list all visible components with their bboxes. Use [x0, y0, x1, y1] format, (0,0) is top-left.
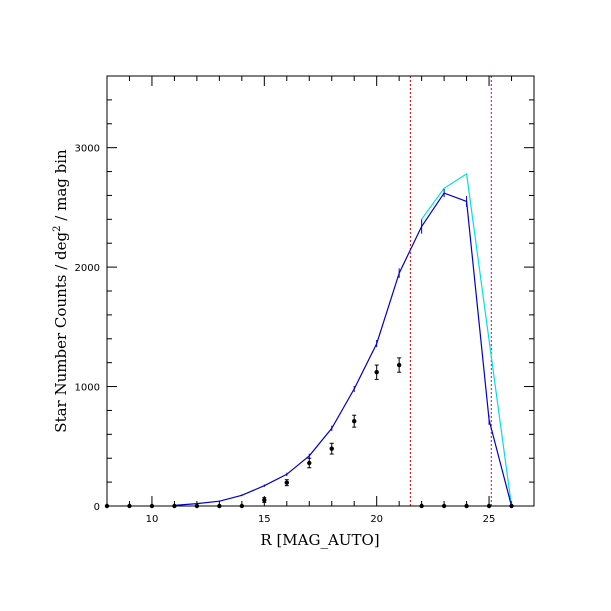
x-tick-label: 15 [258, 514, 271, 525]
plot-frame [106, 75, 535, 507]
series-line [174, 192, 513, 507]
series-line [421, 172, 513, 507]
y-axis-label-superscript: 2 [52, 225, 63, 231]
axis-tick-labels: 10 15 20 25 0 1000 2000 3000 [75, 144, 496, 525]
x-tick-label: 25 [483, 514, 496, 525]
data-point [396, 362, 402, 368]
y-tick-label: 3000 [75, 144, 100, 155]
data-point [284, 480, 289, 485]
y-tick-label: 0 [94, 502, 100, 513]
y-axis-label-main: Star Number Counts / deg [52, 231, 70, 432]
y-axis-label: Star Number Counts / deg2 / mag bin [52, 149, 70, 433]
data-point [262, 497, 267, 503]
data-point [352, 418, 357, 424]
x-tick-label: 10 [146, 514, 159, 525]
data-series [104, 172, 514, 509]
magnitude-limit-lines [409, 76, 492, 506]
y-tick-label: 1000 [75, 383, 100, 394]
data-point [329, 446, 334, 451]
data-point [374, 370, 379, 375]
y-axis-label-tail: / mag bin [52, 149, 70, 226]
x-tick-label: 20 [370, 514, 383, 525]
x-axis-label: R [MAG_AUTO] [260, 531, 379, 549]
data-point [307, 460, 312, 466]
y-tick-label: 2000 [75, 263, 100, 274]
